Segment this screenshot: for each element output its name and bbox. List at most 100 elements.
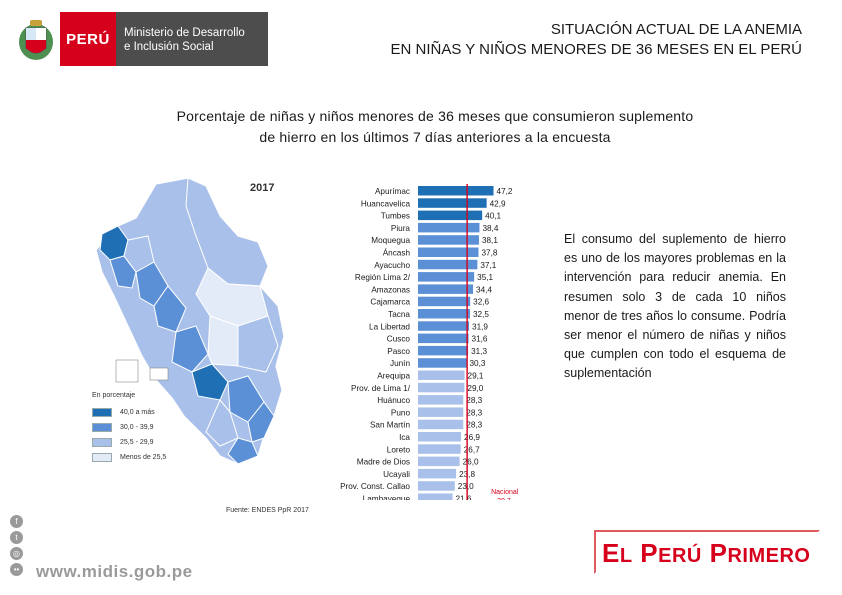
- bar: [418, 456, 460, 467]
- ministry-logo: PERÚ Ministerio de Desarrollo e Inclusió…: [12, 12, 268, 66]
- map-year: 2017: [250, 182, 275, 194]
- bar: [418, 493, 453, 503]
- value-label: 26,9: [464, 433, 480, 442]
- brand-text: EL PERÚ PRIMERO: [602, 538, 811, 568]
- map-legend: En porcentaje 40,0 a más 30,0 - 39,9 25,…: [92, 392, 166, 465]
- bar: [418, 370, 465, 380]
- bar: [418, 247, 479, 257]
- category-label: Moquegua: [371, 236, 410, 245]
- bar: [418, 358, 467, 368]
- facebook-icon[interactable]: f: [10, 515, 23, 528]
- legend-swatch: [92, 438, 112, 447]
- value-label: 32,6: [473, 298, 489, 307]
- category-label: Huancavelica: [361, 199, 411, 208]
- bar: [418, 382, 465, 393]
- value-label: 31,3: [471, 347, 487, 356]
- category-label: San Martín: [370, 421, 410, 430]
- category-label: Tumbes: [381, 212, 410, 221]
- bar: [418, 259, 478, 270]
- legend-item: 25,5 - 29,9: [92, 435, 166, 450]
- value-label: 23,0: [458, 482, 474, 491]
- category-label: Ucayali: [383, 470, 410, 479]
- instagram-icon[interactable]: ◎: [10, 547, 23, 560]
- category-label: Ayacucho: [374, 261, 410, 270]
- value-label: 21,6: [456, 495, 472, 501]
- bar: [418, 296, 471, 307]
- bar: [418, 407, 464, 417]
- category-label: Puno: [391, 408, 411, 417]
- category-label: La Libertad: [369, 322, 410, 331]
- website-link[interactable]: www.midis.gob.pe: [36, 562, 193, 581]
- category-label: Lambayeque: [363, 495, 411, 501]
- bar: [418, 432, 462, 442]
- category-label: Ica: [399, 433, 410, 442]
- bar: [418, 186, 494, 196]
- category-label: Arequipa: [377, 372, 410, 381]
- bar: [418, 481, 455, 491]
- bar: [418, 321, 470, 331]
- flickr-icon[interactable]: ••: [10, 563, 23, 576]
- category-label: Áncash: [383, 248, 411, 258]
- bar: [418, 419, 464, 430]
- value-label: 29,0: [467, 384, 483, 393]
- value-label: 37,8: [481, 249, 497, 258]
- ministry-name: Ministerio de Desarrollo e Inclusión Soc…: [116, 12, 268, 66]
- category-label: Apurímac: [375, 187, 410, 196]
- value-label: 28,3: [466, 421, 482, 430]
- category-label: Piura: [391, 224, 411, 233]
- value-label: 26,7: [464, 445, 480, 454]
- peru-label: PERÚ: [60, 12, 116, 66]
- category-label: Cajamarca: [370, 298, 410, 307]
- bar: [418, 222, 480, 233]
- bar-chart-svg: Apurímac 47,2 Huancavelica 42,9 Tumbes 40,1 Pi…: [340, 184, 519, 506]
- bar: [418, 210, 483, 221]
- value-label: 38,4: [482, 224, 498, 233]
- bar: [418, 198, 487, 208]
- legend-item: Menos de 25,5: [92, 450, 166, 465]
- value-label: 47,2: [497, 187, 513, 196]
- category-label: Loreto: [387, 445, 411, 454]
- legend-title: En porcentaje: [92, 392, 136, 399]
- value-label: 40,1: [485, 212, 501, 221]
- summary-paragraph: El consumo del suplemento de hierro es u…: [564, 232, 786, 381]
- value-label: 31,6: [472, 335, 488, 344]
- value-label: 35,1: [477, 273, 493, 282]
- brand-logo: EL PERÚ PRIMERO: [592, 528, 830, 576]
- value-label: 28,3: [466, 396, 482, 405]
- value-label: 32,5: [473, 310, 489, 319]
- value-label: 26,0: [463, 458, 479, 467]
- legend-swatch: [92, 453, 112, 462]
- category-label: Cusco: [387, 335, 411, 344]
- category-label: Amazonas: [371, 285, 410, 294]
- value-label: 34,4: [476, 285, 492, 294]
- chart-subtitle: Porcentaje de niñas y niños menores de 3…: [176, 108, 694, 145]
- bar: [418, 284, 474, 294]
- bar: [418, 345, 469, 356]
- category-label: Prov. Const. Callao: [340, 482, 410, 491]
- reference-line-value: 30,7: [497, 498, 511, 500]
- bar: [418, 444, 461, 454]
- value-label: 30,3: [469, 359, 485, 368]
- category-label: Región Lima 2/: [355, 273, 411, 282]
- legend-swatch: [92, 423, 112, 432]
- category-label: Madre de Dios: [357, 458, 410, 467]
- twitter-icon[interactable]: t: [10, 531, 23, 544]
- value-label: 31,9: [472, 322, 488, 331]
- value-label: 28,3: [466, 408, 482, 417]
- legend-swatch: [92, 408, 112, 417]
- category-label: Tacna: [388, 310, 410, 319]
- bar-chart: Apurímac 47,2 Huancavelica 42,9 Tumbes 40,1 Pi…: [330, 180, 560, 506]
- coat-of-arms-icon: [12, 12, 60, 66]
- bar: [418, 309, 470, 319]
- brand-frame: [594, 530, 820, 574]
- bar: [418, 468, 457, 479]
- category-label: Huánuco: [377, 396, 410, 405]
- category-label: Pasco: [387, 347, 410, 356]
- value-label: 42,9: [490, 199, 506, 208]
- category-label: Prov. de Lima 1/: [351, 384, 411, 393]
- bar: [418, 235, 479, 245]
- page-title: SITUACIÓN ACTUAL DE LA ANEMIA EN NIÑAS Y…: [390, 21, 802, 58]
- value-label: 29,1: [468, 372, 484, 381]
- bar: [418, 395, 464, 405]
- value-label: 38,1: [482, 236, 498, 245]
